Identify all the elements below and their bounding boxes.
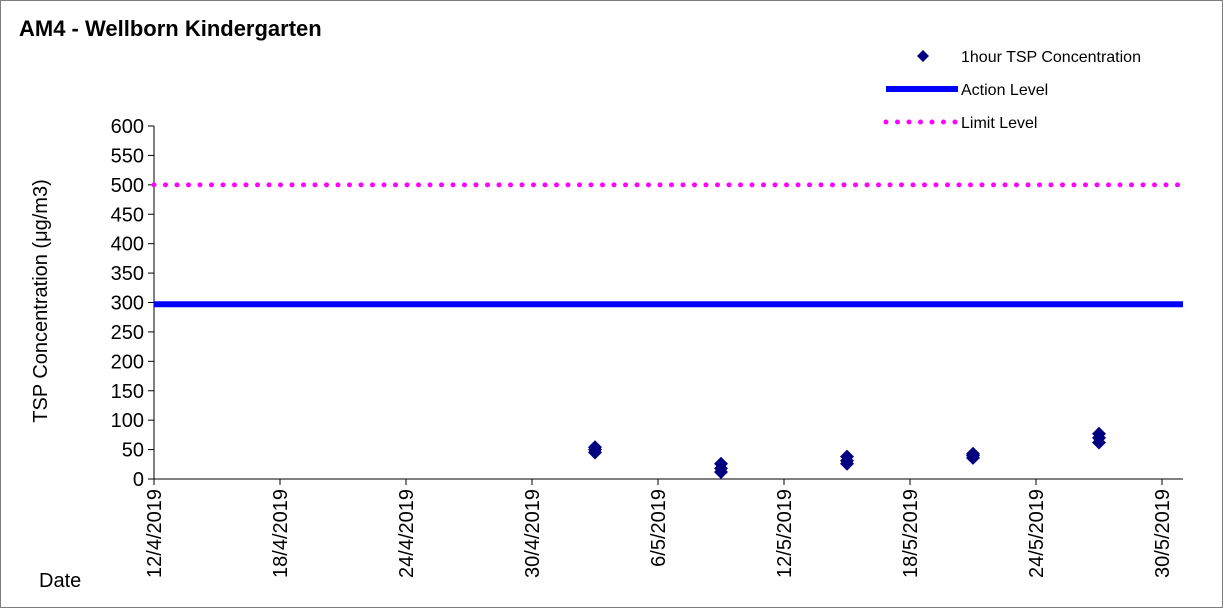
y-tick-label: 550 [111, 145, 144, 167]
legend: 1hour TSP Concentration Action Level Limit… [883, 49, 1141, 132]
x-tick-label: 24/4/2019 [396, 489, 418, 578]
x-tick-label: 6/5/2019 [648, 489, 670, 567]
y-tick-label: 350 [111, 263, 144, 285]
y-tick-label: 450 [111, 204, 144, 226]
x-tick-label: 18/4/2019 [270, 489, 292, 578]
y-axis-label: TSP Concentration (μg/m3) [30, 179, 52, 422]
y-tick-label: 600 [111, 116, 144, 138]
x-tick-label: 18/5/2019 [900, 489, 922, 578]
y-tick-label: 250 [111, 322, 144, 344]
x-axis-label: Date [39, 570, 81, 592]
legend-label: 1hour TSP Concentration [961, 49, 1141, 66]
y-tick-label: 50 [122, 440, 144, 462]
data-point [588, 440, 602, 455]
y-tick-label: 500 [111, 175, 144, 197]
plot-area: 0 50 100 150 200 250 300 350 400 450 500 550 600 12/4… [111, 116, 1186, 578]
x-tick-label: 12/5/2019 [774, 489, 796, 578]
data-point [1092, 426, 1106, 441]
y-tick-label: 0 [133, 469, 144, 491]
data-point [714, 456, 728, 471]
chart-title: AM4 - Wellborn Kindergarten [19, 16, 322, 41]
y-tick-label: 400 [111, 234, 144, 256]
y-tick-label: 200 [111, 351, 144, 373]
legend-label: Limit Level [961, 115, 1037, 132]
x-tick-label: 24/5/2019 [1026, 489, 1048, 578]
data-point [840, 449, 854, 464]
x-tick-label: 12/4/2019 [144, 489, 166, 578]
legend-label: Action Level [961, 82, 1048, 99]
x-tick-label: 30/4/2019 [522, 489, 544, 578]
y-tick-label: 300 [111, 293, 144, 315]
y-tick-label: 100 [111, 410, 144, 432]
data-point [966, 446, 980, 461]
y-tick-label: 150 [111, 381, 144, 403]
legend-marker-scatter [917, 50, 929, 62]
x-tick-label: 30/5/2019 [1152, 489, 1174, 578]
